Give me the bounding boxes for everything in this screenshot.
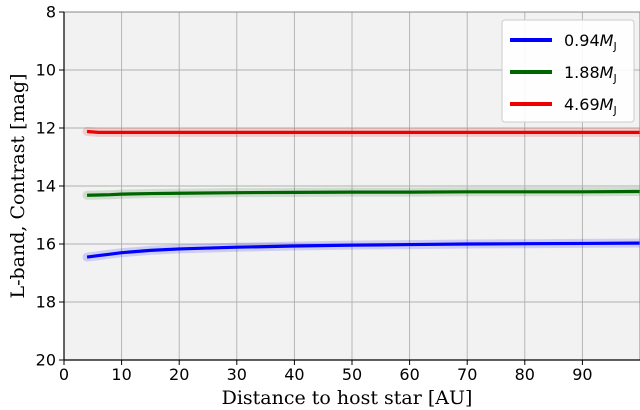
legend-entry-label: 1.88MJ (564, 63, 617, 85)
legend-entry-subscript: J (612, 72, 616, 85)
y-tick-label: 8 (46, 3, 56, 22)
legend-box (501, 19, 635, 123)
legend-entry-number: 4.69 (564, 95, 600, 114)
y-tick-label: 12 (36, 119, 56, 138)
x-axis-ticks: 0 10 20 30 40 50 60 70 80 90 (59, 360, 593, 384)
legend-entry-subscript: J (612, 104, 616, 117)
series-line (86, 129, 640, 134)
x-tick-label: 0 (59, 365, 69, 384)
legend-entry-symbol: M (600, 31, 614, 50)
legend-entry-subscript: J (612, 40, 616, 53)
y-tick-label: 10 (36, 61, 56, 80)
x-tick-label: 90 (572, 365, 592, 384)
x-tick-label: 20 (169, 365, 189, 384)
series-lines (82, 126, 640, 262)
y-tick-label: 16 (36, 235, 56, 254)
legend-entry-symbol: M (600, 95, 614, 114)
legend-entry-label: 4.69MJ (564, 95, 617, 117)
x-tick-label: 40 (284, 365, 304, 384)
x-tick-label: 80 (515, 365, 535, 384)
y-tick-label: 14 (36, 177, 56, 196)
x-tick-label: 60 (399, 365, 419, 384)
x-tick-label: 30 (227, 365, 247, 384)
legend-entry-label: 0.94MJ (564, 31, 617, 53)
y-tick-label: 18 (36, 293, 56, 312)
legend-entry-symbol: M (600, 63, 614, 82)
legend-entry-number: 0.94 (564, 31, 600, 50)
x-tick-label: 10 (111, 365, 131, 384)
series-line (86, 241, 640, 259)
y-axis-ticks: 8 10 12 14 16 18 20 (36, 3, 64, 370)
x-tick-label: 50 (342, 365, 362, 384)
x-axis-label: Distance to host star [AU] (222, 387, 473, 409)
x-tick-label: 70 (457, 365, 477, 384)
series-line (86, 189, 640, 197)
legend-entry-number: 1.88 (564, 63, 600, 82)
y-tick-label: 20 (36, 351, 56, 370)
y-axis-label: L-band, Contrast [mag] (7, 73, 29, 298)
